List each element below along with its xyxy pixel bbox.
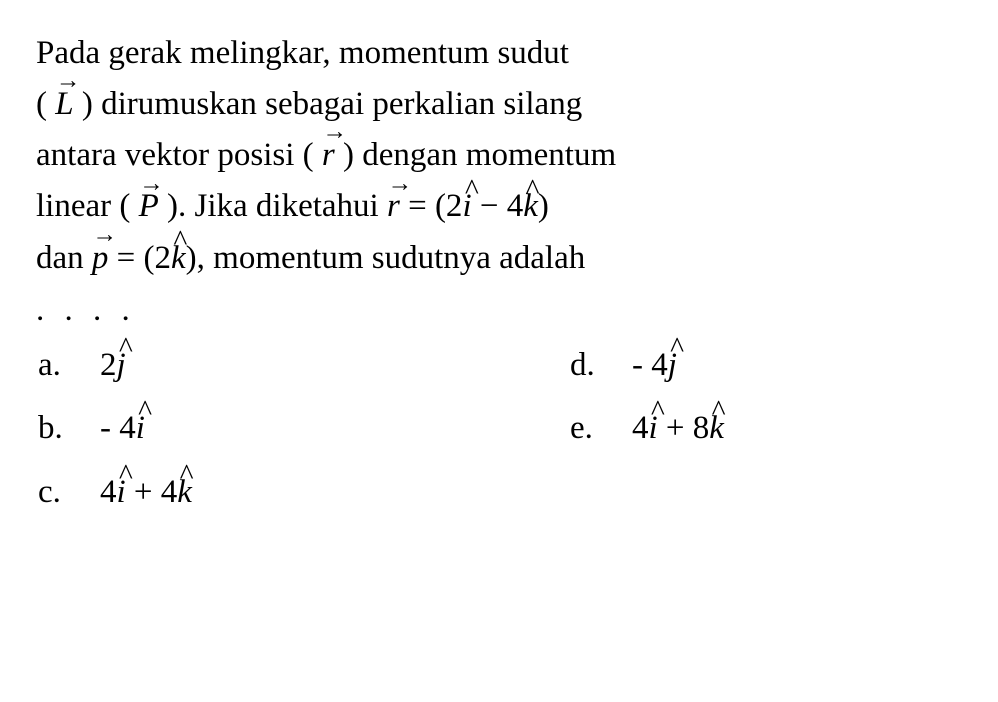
q-line2-a: ( (36, 86, 55, 122)
opt-a-jhat: j (117, 341, 126, 391)
opt-b-ihat: i (136, 404, 145, 454)
q-line4-b: ). Jika diketahui (159, 188, 387, 224)
vec-r: r (322, 130, 335, 181)
ellipsis-dots: . . . . (36, 292, 962, 329)
q-line4-d: − 4 (472, 188, 524, 224)
option-a: a. 2j (38, 341, 430, 391)
option-d: d. - 4j (570, 341, 962, 391)
q-line4-a: linear ( (36, 188, 139, 224)
opt-c-khat: k (177, 468, 192, 518)
vec-L: L (55, 79, 73, 130)
khat-2: k (171, 233, 186, 284)
question-text: Pada gerak melingkar, momentum sudut ( L… (36, 28, 962, 284)
option-a-label: a. (38, 341, 92, 391)
opt-b-prefix: - 4 (100, 410, 136, 446)
option-c: c. 4i + 4k (38, 468, 430, 518)
opt-a-prefix: 2 (100, 347, 117, 383)
khat-1: k (523, 181, 538, 232)
option-e-value: 4i + 8k (624, 404, 724, 454)
opt-c-ihat: i (117, 468, 126, 518)
opt-d-prefix: - 4 (632, 347, 668, 383)
option-d-label: d. (570, 341, 624, 391)
option-e-label: e. (570, 404, 624, 454)
option-e: e. 4i + 8k (570, 404, 962, 454)
q-line5-c: ), momentum sudutnya adalah (186, 240, 586, 276)
ihat-1: i (462, 181, 471, 232)
q-line1: Pada gerak melingkar, momentum sudut (36, 35, 569, 71)
opt-d-jhat: j (668, 341, 677, 391)
options-grid: a. 2j d. - 4j b. - 4i e. 4i + 8k c. 4i +… (36, 341, 962, 518)
option-a-value: 2j (92, 341, 126, 391)
option-b: b. - 4i (38, 404, 430, 454)
option-b-label: b. (38, 404, 92, 454)
opt-e-mid: + 8 (658, 410, 710, 446)
opt-c-mid: + 4 (126, 474, 178, 510)
opt-e-khat: k (709, 404, 724, 454)
opt-c-prefix: 4 (100, 474, 117, 510)
option-d-value: - 4j (624, 341, 677, 391)
opt-e-ihat: i (649, 404, 658, 454)
opt-e-prefix: 4 (632, 410, 649, 446)
q-line5-b: = (2 (108, 240, 171, 276)
option-b-value: - 4i (92, 404, 145, 454)
vec-p: p (92, 233, 109, 284)
vec-P: P (139, 181, 159, 232)
option-c-label: c. (38, 468, 92, 518)
q-line3-a: antara vektor posisi ( (36, 137, 322, 173)
q-line5-a: dan (36, 240, 92, 276)
option-c-value: 4i + 4k (92, 468, 192, 518)
vec-r2: r (387, 181, 400, 232)
